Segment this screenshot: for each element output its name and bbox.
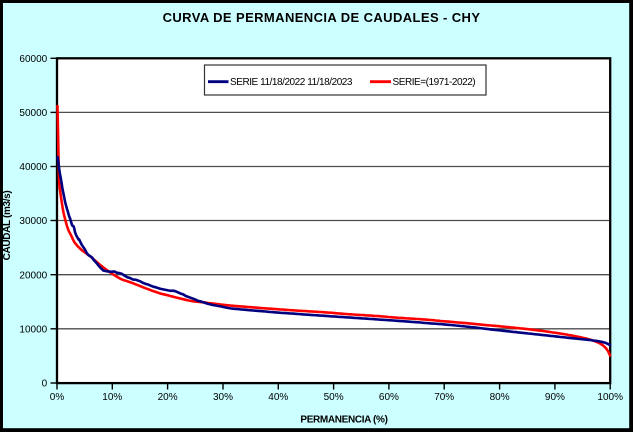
svg-text:60000: 60000 — [19, 54, 47, 65]
svg-text:CURVA DE PERMANENCIA DE CAUDAL: CURVA DE PERMANENCIA DE CAUDALES - CHY — [163, 10, 481, 25]
svg-text:70%: 70% — [434, 392, 454, 403]
svg-text:SERIE=(1971-2022): SERIE=(1971-2022) — [393, 77, 476, 88]
svg-text:80%: 80% — [490, 392, 510, 403]
svg-text:30000: 30000 — [19, 216, 47, 227]
svg-text:30%: 30% — [213, 392, 233, 403]
svg-text:0%: 0% — [50, 392, 65, 403]
svg-text:SERIE 11/18/2022 11/18/2023: SERIE 11/18/2022 11/18/2023 — [230, 77, 353, 88]
svg-text:0: 0 — [42, 379, 48, 390]
svg-text:CAUDAL (m3/s): CAUDAL (m3/s) — [2, 191, 13, 261]
svg-text:20000: 20000 — [19, 270, 47, 281]
svg-text:10000: 10000 — [19, 325, 47, 336]
svg-text:90%: 90% — [545, 392, 565, 403]
svg-text:50000: 50000 — [19, 108, 47, 119]
svg-text:40000: 40000 — [19, 162, 47, 173]
svg-text:60%: 60% — [379, 392, 399, 403]
svg-text:20%: 20% — [158, 392, 178, 403]
svg-text:50%: 50% — [324, 392, 344, 403]
svg-text:10%: 10% — [102, 392, 122, 403]
svg-text:40%: 40% — [268, 392, 288, 403]
svg-text:100%: 100% — [597, 392, 623, 403]
svg-text:PERMANENCIA (%): PERMANENCIA (%) — [300, 415, 387, 426]
